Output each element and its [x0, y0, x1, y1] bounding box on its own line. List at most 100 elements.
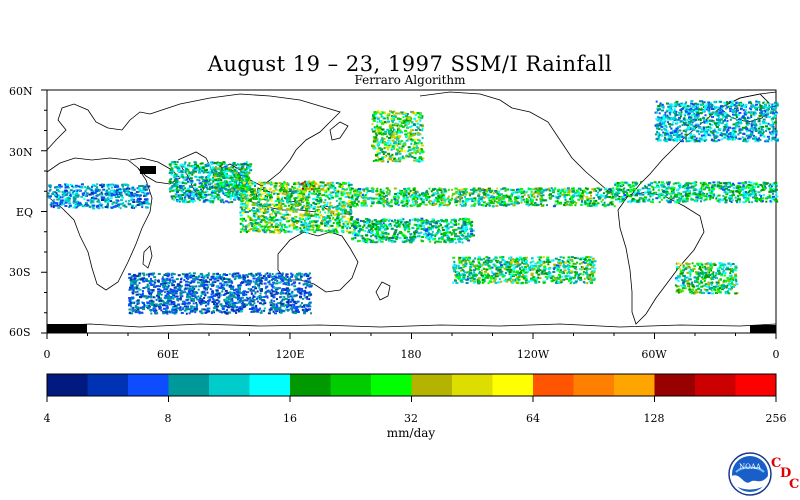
rain-pixel [548, 197, 552, 200]
rain-pixel [427, 221, 431, 224]
rain-pixel [238, 182, 241, 184]
rain-pixel [430, 220, 433, 223]
rain-pixel [411, 111, 415, 114]
rain-pixel [192, 164, 195, 167]
rain-pixel [559, 256, 563, 259]
rain-pixel [326, 221, 329, 223]
rain-pixel [398, 232, 401, 235]
rain-pixel [216, 175, 219, 178]
rain-pixel [538, 258, 541, 261]
rain-pixel [294, 199, 297, 202]
rain-pixel [565, 194, 568, 196]
rain-pixel [471, 260, 475, 263]
rain-pixel [383, 155, 387, 158]
rain-pixel [394, 198, 396, 200]
rain-pixel [513, 260, 517, 263]
rain-pixel [458, 261, 462, 264]
rain-pixel [179, 193, 182, 196]
rain-pixel [368, 238, 371, 241]
rain-pixel [593, 189, 596, 192]
rain-pixel [425, 189, 428, 192]
rain-pixel [206, 188, 209, 190]
rain-pixel [457, 189, 461, 192]
rain-pixel [408, 221, 411, 224]
rain-pixel [488, 189, 491, 192]
rain-pixel [246, 200, 250, 203]
rain-pixel [225, 184, 229, 187]
rain-pixel [330, 184, 333, 187]
rain-pixel [311, 228, 315, 231]
rain-pixel [264, 221, 268, 224]
rain-pixel [234, 184, 236, 187]
rain-pixel [258, 188, 262, 191]
rain-pixel [352, 223, 355, 226]
rain-pixel [346, 195, 350, 198]
rain-pixel [409, 236, 412, 239]
rain-pixel [308, 191, 311, 194]
rain-pixel [474, 189, 478, 192]
rain-pixel [224, 167, 228, 170]
rain-pixel [338, 219, 341, 222]
rain-pixel [175, 188, 178, 191]
rain-pixel [577, 194, 580, 197]
rain-pixel [330, 206, 333, 208]
rain-pixel [525, 203, 529, 206]
rain-pixel [307, 203, 310, 206]
rain-pixel [425, 196, 428, 198]
rain-pixel [398, 224, 400, 227]
rain-pixel [306, 187, 310, 190]
rain-pixel [437, 228, 440, 231]
rain-pixel [235, 193, 238, 196]
rain-pixel [220, 199, 224, 202]
rain-pixel [416, 126, 419, 128]
rain-pixel [408, 148, 412, 151]
rain-pixel [273, 204, 276, 207]
rain-pixel [363, 195, 366, 198]
rain-pixel [104, 189, 107, 192]
rain-pixel [177, 181, 181, 184]
rain-pixel [485, 204, 488, 207]
rain-pixel [298, 192, 302, 195]
rain-pixel [469, 277, 472, 280]
rain-pixel [421, 219, 425, 222]
rain-pixel [143, 192, 146, 195]
rain-pixel [514, 196, 518, 199]
rain-pixel [279, 229, 283, 232]
rain-pixel [378, 201, 381, 204]
rain-pixel [93, 197, 96, 200]
rain-pixel [300, 228, 303, 231]
rain-pixel [303, 226, 306, 229]
rain-pixel [392, 135, 396, 138]
rain-pixel [341, 215, 345, 218]
rain-pixel [254, 215, 257, 218]
rain-pixel [390, 129, 392, 131]
rain-pixel [275, 214, 278, 217]
rain-pixel [284, 196, 286, 199]
rain-pixel [291, 192, 295, 195]
rain-pixel [558, 271, 562, 274]
rain-pixel [416, 151, 420, 154]
rain-pixel [390, 117, 394, 120]
rain-pixel [203, 181, 207, 184]
rain-pixel [385, 146, 389, 149]
rain-pixel [436, 189, 439, 192]
rain-pixel [580, 262, 583, 265]
rain-pixel [410, 238, 413, 241]
rain-pixel [292, 207, 296, 210]
rain-pixel [532, 276, 536, 279]
rain-pixel [289, 230, 293, 233]
rain-pixel [431, 230, 434, 233]
rain-pixel [441, 193, 445, 196]
rain-pixel [438, 205, 441, 208]
rain-pixel [475, 190, 478, 193]
rain-pixel [228, 185, 230, 188]
rain-pixel [243, 206, 245, 209]
rain-pixel [208, 174, 212, 177]
rain-pixel [447, 188, 450, 191]
rain-pixel [119, 203, 123, 205]
rain-pixel [227, 167, 231, 169]
rain-pixel [219, 175, 223, 178]
rain-pixel [438, 237, 440, 240]
rain-pixel [371, 117, 374, 120]
rain-pixel [431, 194, 434, 197]
